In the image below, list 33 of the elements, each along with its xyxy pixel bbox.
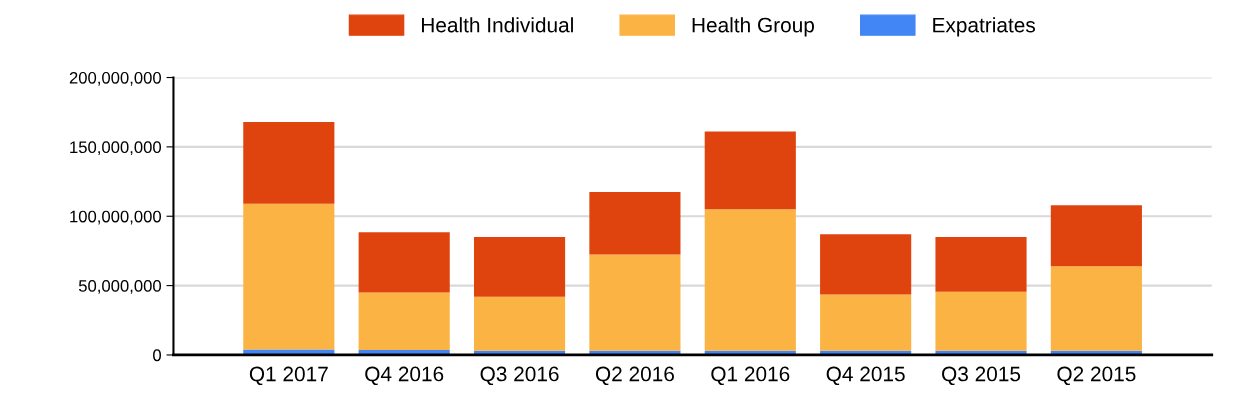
y-tick-label: 100,000,000 xyxy=(70,210,162,225)
x-tick-label: Q4 2016 xyxy=(365,366,444,386)
legend-label: Expatriates xyxy=(933,17,1036,37)
bar xyxy=(1050,266,1142,351)
legend-label: Health Individual xyxy=(421,17,573,33)
legend-label: Health Group xyxy=(692,17,815,37)
bar xyxy=(820,234,912,295)
x-tick-label: Q3 2016 xyxy=(480,366,559,386)
bar xyxy=(935,237,1027,292)
bar xyxy=(473,296,566,351)
bar xyxy=(1050,205,1142,267)
x-tick-label: Q2 2015 xyxy=(1057,366,1136,386)
bar xyxy=(935,291,1027,351)
bar xyxy=(358,232,450,293)
bar xyxy=(704,131,796,210)
x-tick-label: Q3 2015 xyxy=(942,366,1021,386)
bar xyxy=(243,121,335,204)
bar xyxy=(243,349,335,355)
y-tick-label: 50,000,000 xyxy=(78,280,162,294)
x-tick-label: Q1 2017 xyxy=(249,366,328,386)
bar xyxy=(243,203,335,350)
x-tick-label: Q1 2016 xyxy=(711,366,790,386)
x-tick-label: Q4 2015 xyxy=(826,366,905,386)
bar xyxy=(473,237,566,297)
bar xyxy=(704,209,796,351)
y-tick-label: 0 xyxy=(153,349,161,362)
bar xyxy=(589,191,681,255)
bar xyxy=(589,254,681,351)
bar xyxy=(820,294,912,351)
y-tick-label: 150,000,000 xyxy=(70,141,162,156)
x-tick-label: Q2 2016 xyxy=(595,366,674,386)
bar xyxy=(358,292,450,351)
y-tick-label: 200,000,000 xyxy=(69,71,162,86)
